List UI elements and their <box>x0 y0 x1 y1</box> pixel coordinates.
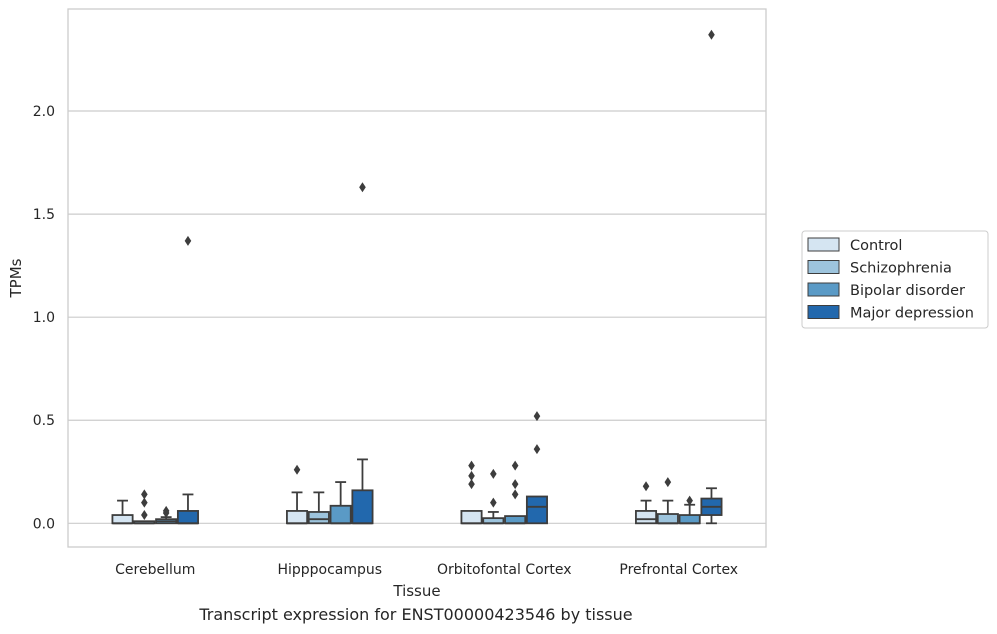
outlier-point <box>533 411 541 422</box>
outlier-point <box>664 477 672 488</box>
box-hipppocampus-control <box>286 464 309 525</box>
box-cerebellum-bipolar-disorder <box>155 505 178 525</box>
legend-swatch-major-depression <box>807 305 840 319</box>
box-body <box>176 510 199 525</box>
legend-swatch-bipolar-disorder <box>807 282 840 297</box>
outlier-point <box>468 460 475 471</box>
outlier-point <box>141 489 148 500</box>
box-body <box>525 495 548 525</box>
box-body <box>504 515 527 525</box>
box-prefrontal-cortex-control <box>635 481 658 525</box>
outlier-point <box>708 29 715 40</box>
x-tick-label: Prefrontal Cortex <box>619 562 738 578</box>
legend-frame <box>801 230 989 329</box>
box-hipppocampus-schizophrenia <box>307 491 330 525</box>
y-tick-label: 0.5 <box>33 413 55 429</box>
grid-lines <box>68 110 766 524</box>
box-prefrontal-cortex-schizophrenia <box>656 477 679 525</box>
y-tick-label: 2.0 <box>33 104 55 120</box>
outlier-point <box>490 468 497 479</box>
x-tick-labels: Cerebellum Hipppocampus Orbitofontal Corte… <box>115 562 738 578</box>
y-tick-labels: 0.0 0.5 1.0 1.5 2.0 <box>33 104 55 532</box>
outlier-point <box>141 510 148 521</box>
box-body <box>656 513 679 525</box>
outlier-point <box>511 479 519 490</box>
box-orbitofontal-cortex-bipolar-disorder <box>504 460 527 525</box>
plot-area <box>67 8 767 548</box>
legend-label-schizophrenia: Schizophrenia <box>850 261 952 277</box>
outlier-point <box>642 481 650 492</box>
legend-swatch-control <box>807 237 840 252</box>
outlier-point <box>468 479 475 490</box>
figure-caption: Transcript expression for ENST0000042354… <box>199 605 633 624</box>
box-orbitofontal-cortex-major-depression <box>525 411 548 525</box>
box-body <box>635 510 658 525</box>
outlier-point <box>511 460 519 471</box>
box-body <box>678 514 701 525</box>
outlier-point <box>468 470 475 481</box>
outlier-point <box>490 497 497 508</box>
box-hipppocampus-bipolar-disorder <box>329 481 352 525</box>
box-body <box>286 510 309 525</box>
x-tick-label: Cerebellum <box>115 562 195 578</box>
outlier-point <box>293 464 301 475</box>
y-tick-label: 1.5 <box>33 207 55 223</box>
box-body <box>307 511 330 525</box>
x-tick-label: Hipppocampus <box>277 562 382 578</box>
outlier-point <box>686 495 693 506</box>
box-prefrontal-cortex-major-depression <box>700 29 723 525</box>
legend-label-bipolar-disorder: Bipolar disorder <box>850 283 965 299</box>
box-orbitofontal-cortex-schizophrenia <box>482 468 505 525</box>
outlier-point <box>359 182 366 193</box>
box-body <box>329 504 352 525</box>
boxes <box>111 29 723 525</box>
outlier-point <box>162 505 170 516</box>
x-axis-label: Tissue <box>392 582 440 600</box>
outlier-point <box>184 235 192 246</box>
x-tick-label: Orbitofontal Cortex <box>437 562 572 578</box>
y-tick-label: 1.0 <box>33 310 55 326</box>
box-body <box>351 489 374 525</box>
box-body <box>460 510 483 525</box>
outlier-point <box>141 497 148 508</box>
legend-swatch-schizophrenia <box>807 260 840 274</box>
legend: Control Schizophrenia Bipolar disorder Majo… <box>801 230 989 329</box>
box-cerebellum-control <box>111 499 134 525</box>
box-hipppocampus-major-depression <box>351 182 374 525</box>
legend-label-major-depression: Major depression <box>850 306 974 322</box>
box-orbitofontal-cortex-control <box>460 460 483 525</box>
box-cerebellum-major-depression <box>176 235 199 525</box>
y-axis-label: TPMs <box>7 258 25 298</box>
box-cerebellum-schizophrenia <box>133 489 156 525</box>
outlier-point <box>533 444 541 455</box>
box-prefrontal-cortex-bipolar-disorder <box>678 495 701 525</box>
outlier-point <box>511 489 519 500</box>
y-tick-label: 0.0 <box>33 516 55 532</box>
box-body <box>111 514 134 525</box>
legend-label-control: Control <box>850 238 902 254</box>
